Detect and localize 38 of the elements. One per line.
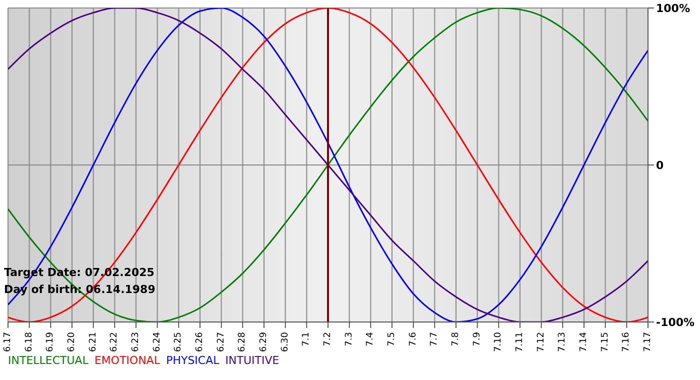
text: PHYSICAL [166, 354, 220, 367]
x-tick-label: 6.24 [152, 332, 162, 352]
x-tick-label: 7.8 [451, 332, 461, 346]
x-tick-label: 6.25 [174, 332, 184, 352]
x-tick-label: 6.28 [238, 332, 248, 352]
x-tick-label: 7.4 [366, 332, 376, 346]
x-tick-label: 6.29 [259, 332, 269, 352]
x-tick-label: 6.18 [24, 332, 34, 352]
x-tick-label: 7.14 [579, 332, 589, 352]
x-tick-label: 7.5 [387, 332, 397, 346]
x-tick-label: 6.20 [67, 332, 77, 352]
x-tick-label: 7.13 [558, 332, 568, 352]
text: INTUITIVE [225, 354, 280, 367]
x-tick-label: 7.12 [536, 332, 546, 352]
x-tick-label: 6.19 [46, 332, 56, 352]
x-tick-label: 7.15 [600, 332, 610, 352]
x-tick-label: 6.21 [88, 332, 98, 352]
x-tick-label: 6.26 [195, 332, 205, 352]
y-tick-label: 100% [656, 2, 690, 15]
x-tick-label: 7.7 [430, 332, 440, 346]
x-tick-label: 6.30 [280, 332, 290, 352]
x-tick-label: 7.17 [643, 332, 653, 352]
x-tick-label: 6.23 [131, 332, 141, 352]
x-tick-label: 7.2 [323, 332, 333, 346]
y-tick-label: 0 [656, 158, 664, 172]
x-tick-label: 6.22 [110, 332, 120, 352]
x-tick-label: 7.1 [302, 332, 312, 346]
text: INTELLECTUAL [8, 354, 88, 367]
x-tick-label: 6.17 [3, 332, 13, 352]
x-tick-label: 7.10 [494, 332, 504, 352]
x-tick-label: 7.9 [472, 332, 482, 346]
x-tick-label: 7.11 [515, 332, 525, 352]
x-tick-label: 7.6 [408, 332, 418, 346]
x-tick-label: 7.16 [622, 332, 632, 352]
y-tick-label: -100% [656, 316, 695, 329]
x-tick-label: 7.3 [344, 332, 354, 346]
text: EMOTIONAL [94, 354, 160, 367]
x-tick-label: 6.27 [216, 332, 226, 352]
